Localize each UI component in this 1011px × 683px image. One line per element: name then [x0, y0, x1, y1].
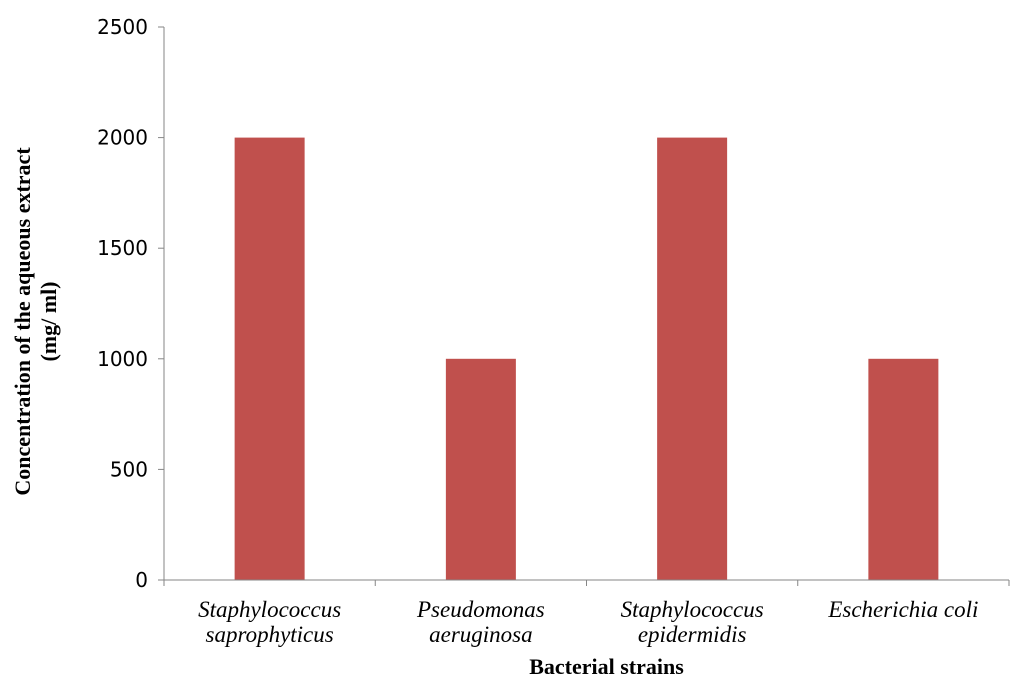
- bar: [445, 358, 516, 580]
- bar: [657, 137, 728, 580]
- x-axis-ticks: [163, 580, 1010, 586]
- bars: [234, 137, 939, 580]
- x-axis-title: Bacterial strains: [529, 654, 684, 679]
- bar: [234, 137, 305, 580]
- x-category-label: Escherichia coli: [827, 597, 978, 622]
- x-category-label: Staphylococcus saprophyticus: [198, 597, 341, 647]
- x-category-label: Staphylococcus epidermidis: [621, 597, 764, 647]
- x-axis-category-labels: Staphylococcus saprophyticus Pseudomonas ae…: [198, 597, 978, 647]
- y-tick-label: 2000: [97, 126, 148, 150]
- x-category-label: Pseudomonas aeruginosa: [416, 597, 545, 647]
- y-axis-title-text: Concentration of the aqueous extract(mg/…: [10, 147, 61, 496]
- y-axis-title: Concentration of the aqueous extract(mg/…: [10, 147, 61, 496]
- y-tick-label: 2500: [97, 15, 148, 39]
- y-tick-label: 500: [110, 457, 148, 481]
- bar: [868, 358, 939, 580]
- y-axis-ticks: 0 500 1000 1500 2000 2500: [97, 15, 164, 592]
- y-tick-label: 1000: [97, 347, 148, 371]
- y-tick-label: 1500: [97, 236, 148, 260]
- y-tick-label: 0: [135, 568, 148, 592]
